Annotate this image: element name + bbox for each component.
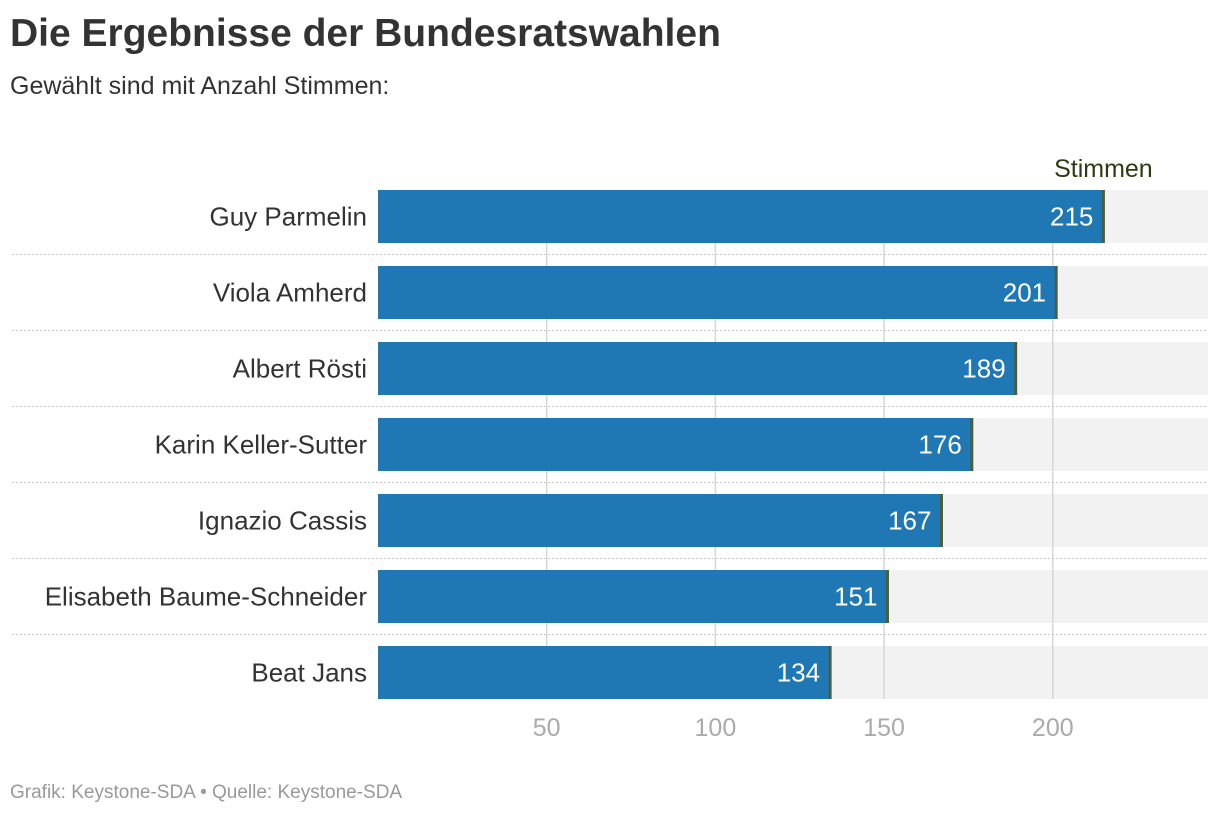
bar xyxy=(378,190,1104,243)
bar xyxy=(378,646,831,699)
bar-end-marker xyxy=(1014,342,1018,395)
value-label: 167 xyxy=(888,506,931,536)
category-label: Elisabeth Baume-Schneider xyxy=(45,582,368,612)
unit-label: Stimmen xyxy=(1054,155,1153,183)
chart-subtitle: Gewählt sind mit Anzahl Stimmen: xyxy=(10,72,390,100)
value-label: 201 xyxy=(1003,278,1046,308)
category-label: Ignazio Cassis xyxy=(198,506,367,536)
bar-end-marker xyxy=(828,646,832,699)
value-label: 215 xyxy=(1050,202,1093,232)
category-label: Guy Parmelin xyxy=(210,202,368,232)
bar-end-marker xyxy=(970,418,974,471)
chart-title: Die Ergebnisse der Bundesratswahlen xyxy=(10,12,721,55)
x-tick-label: 200 xyxy=(1032,714,1074,742)
bar xyxy=(378,570,888,623)
value-label: 151 xyxy=(834,582,877,612)
bar xyxy=(378,266,1057,319)
source-note: Grafik: Keystone-SDA • Quelle: Keystone-… xyxy=(10,782,403,803)
bar xyxy=(378,418,972,471)
x-tick-label: 50 xyxy=(533,714,561,742)
x-tick-label: 150 xyxy=(863,714,905,742)
value-label: 189 xyxy=(962,354,1005,384)
bar-end-marker xyxy=(1101,190,1105,243)
bar-end-marker xyxy=(939,494,943,547)
value-label: 176 xyxy=(918,430,961,460)
category-label: Karin Keller-Sutter xyxy=(155,430,368,460)
value-label: 134 xyxy=(777,658,820,688)
category-label: Viola Amherd xyxy=(213,278,367,308)
bar xyxy=(378,494,942,547)
x-tick-label: 100 xyxy=(695,714,737,742)
bar xyxy=(378,342,1016,395)
bar-end-marker xyxy=(1054,266,1058,319)
bar-end-marker xyxy=(885,570,889,623)
category-label: Albert Rösti xyxy=(233,354,367,384)
category-label: Beat Jans xyxy=(251,658,367,688)
